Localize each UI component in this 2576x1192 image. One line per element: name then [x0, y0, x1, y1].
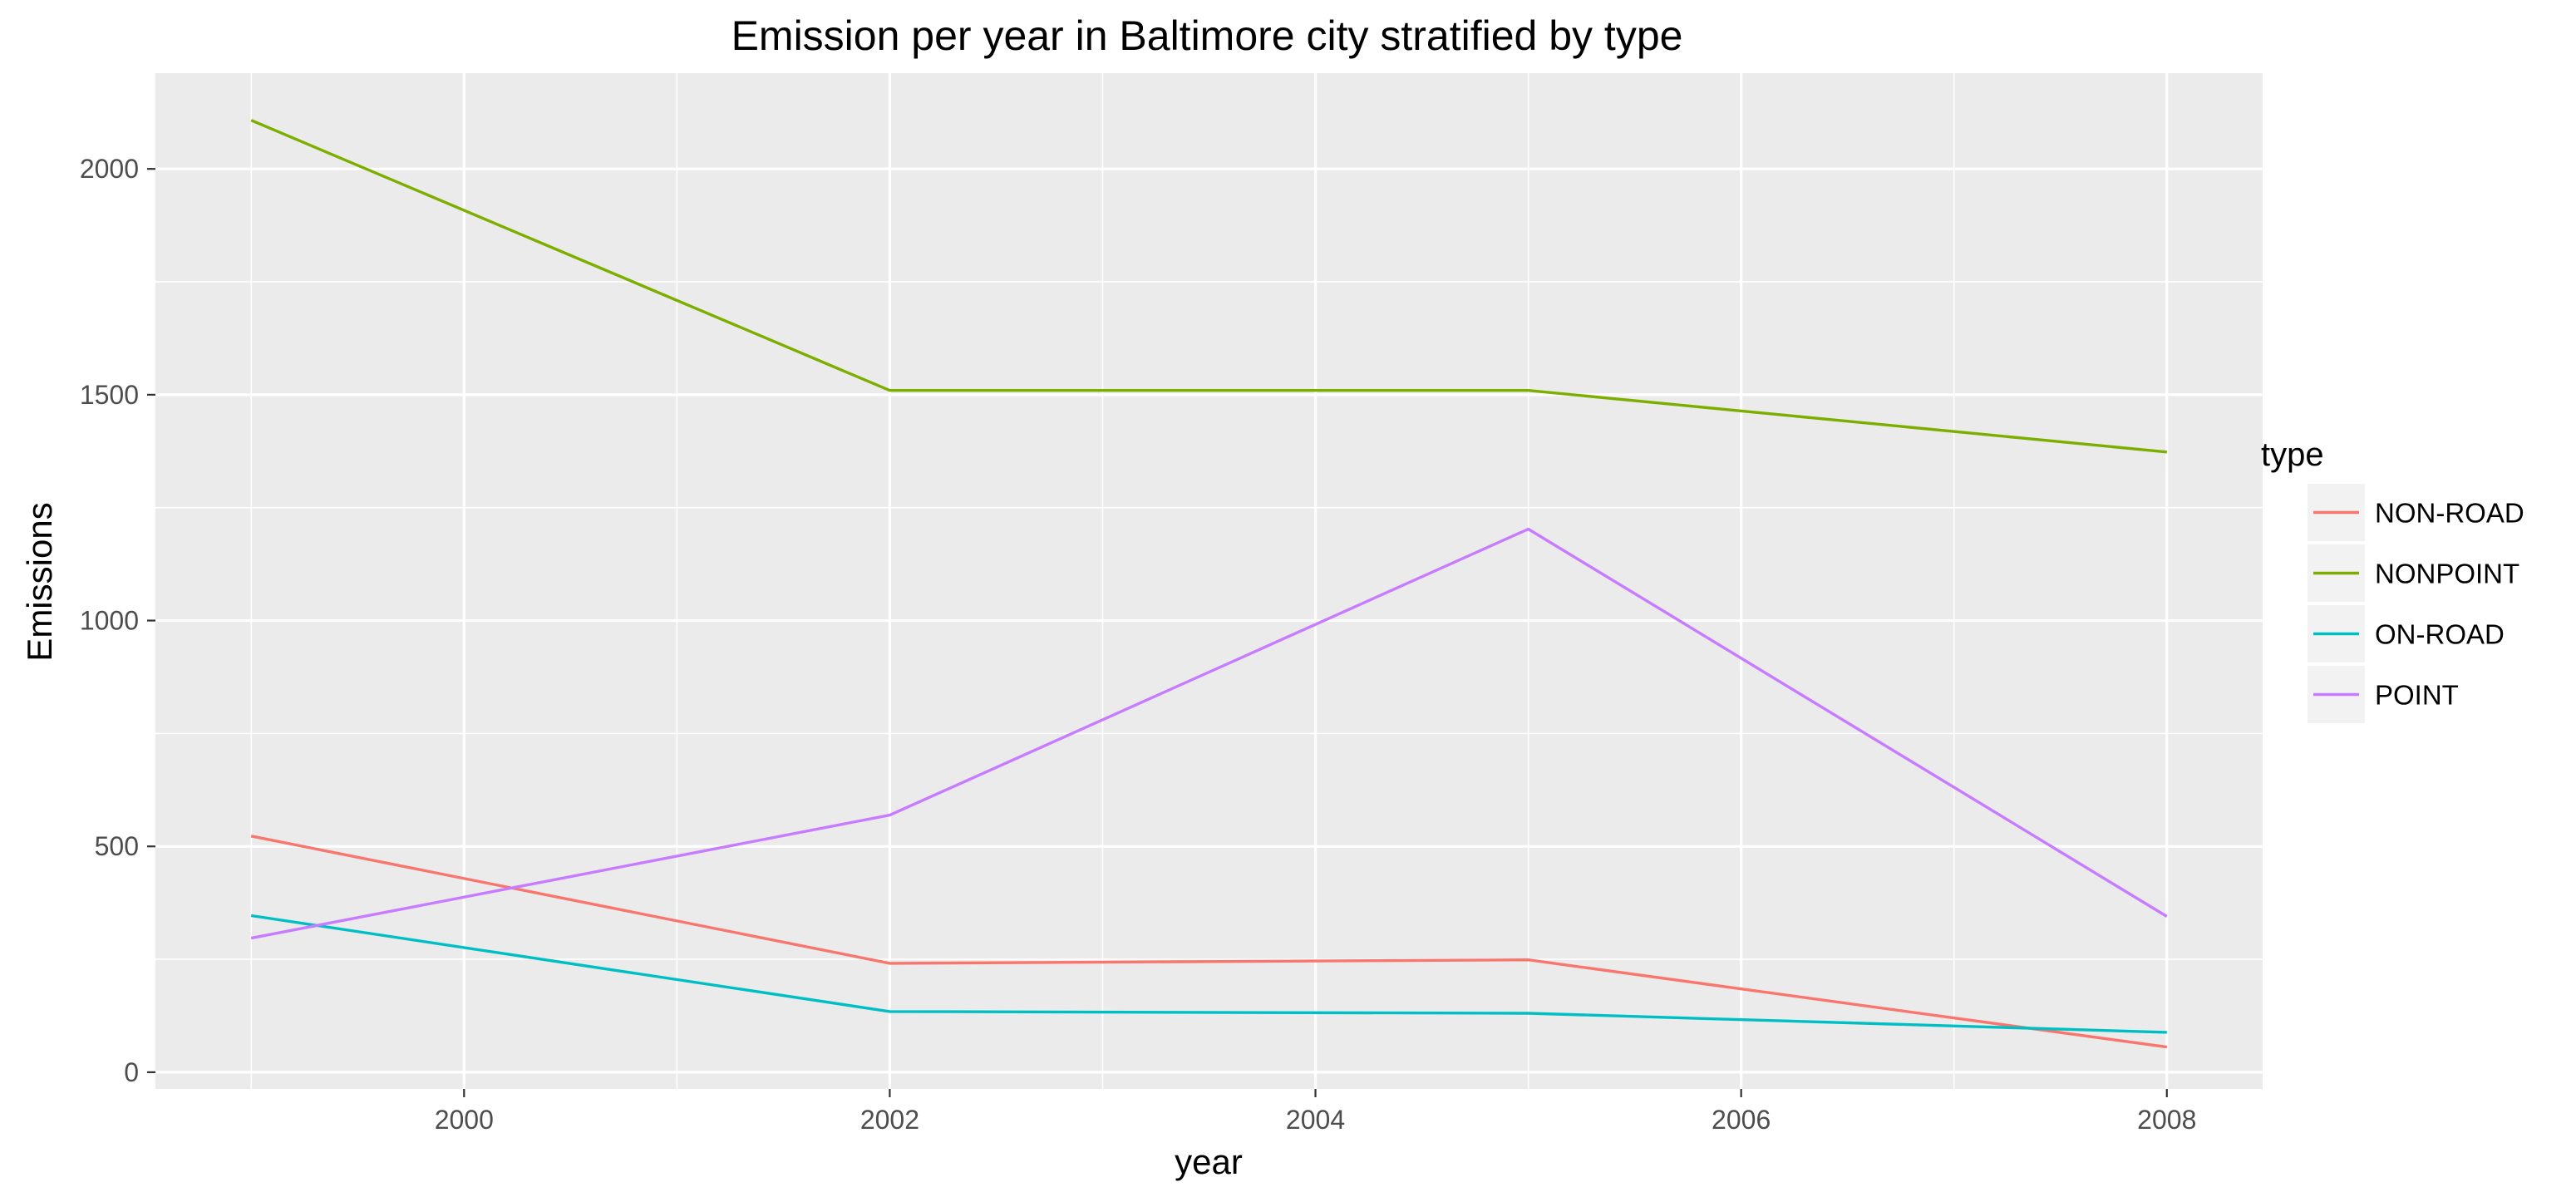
series-line-point — [250, 527, 2168, 940]
x-axis: 2000 2002 2004 2006 2008 — [435, 1089, 2196, 1135]
y-tick-label: 1000 — [80, 606, 139, 636]
y-tick-label: 1500 — [80, 380, 139, 410]
y-tick-label: 2000 — [80, 154, 139, 184]
x-tick-label: 2002 — [860, 1105, 919, 1135]
series-line-on-road — [250, 914, 2167, 1034]
series-line-non-road — [250, 835, 2168, 1049]
x-tick-label: 2000 — [435, 1105, 494, 1135]
legend-label: POINT — [2375, 680, 2459, 711]
y-tick-label: 500 — [95, 831, 139, 861]
minor-gridlines — [155, 73, 2263, 1089]
y-axis: 0 500 1000 1500 2000 — [80, 154, 155, 1087]
major-gridlines — [155, 73, 2263, 1089]
series-lines — [250, 119, 2168, 1049]
plot-panel — [155, 73, 2263, 1089]
legend-label: ON-ROAD — [2375, 619, 2505, 650]
x-tick-label: 2006 — [1712, 1105, 1771, 1135]
legend: type NON-ROAD NONPOINT ON-ROAD POINT — [2261, 436, 2524, 723]
x-axis-label: year — [1175, 1142, 1243, 1181]
series-line-nonpoint — [250, 119, 2167, 454]
legend-label: NONPOINT — [2375, 559, 2519, 589]
legend-label: NON-ROAD — [2375, 498, 2524, 529]
chart-title: Emission per year in Baltimore city stra… — [731, 12, 1683, 59]
legend-title: type — [2261, 436, 2324, 473]
y-tick-label: 0 — [124, 1057, 139, 1087]
x-tick-label: 2008 — [2137, 1105, 2196, 1135]
x-tick-label: 2004 — [1286, 1105, 1345, 1135]
y-axis-label: Emissions — [20, 502, 59, 661]
